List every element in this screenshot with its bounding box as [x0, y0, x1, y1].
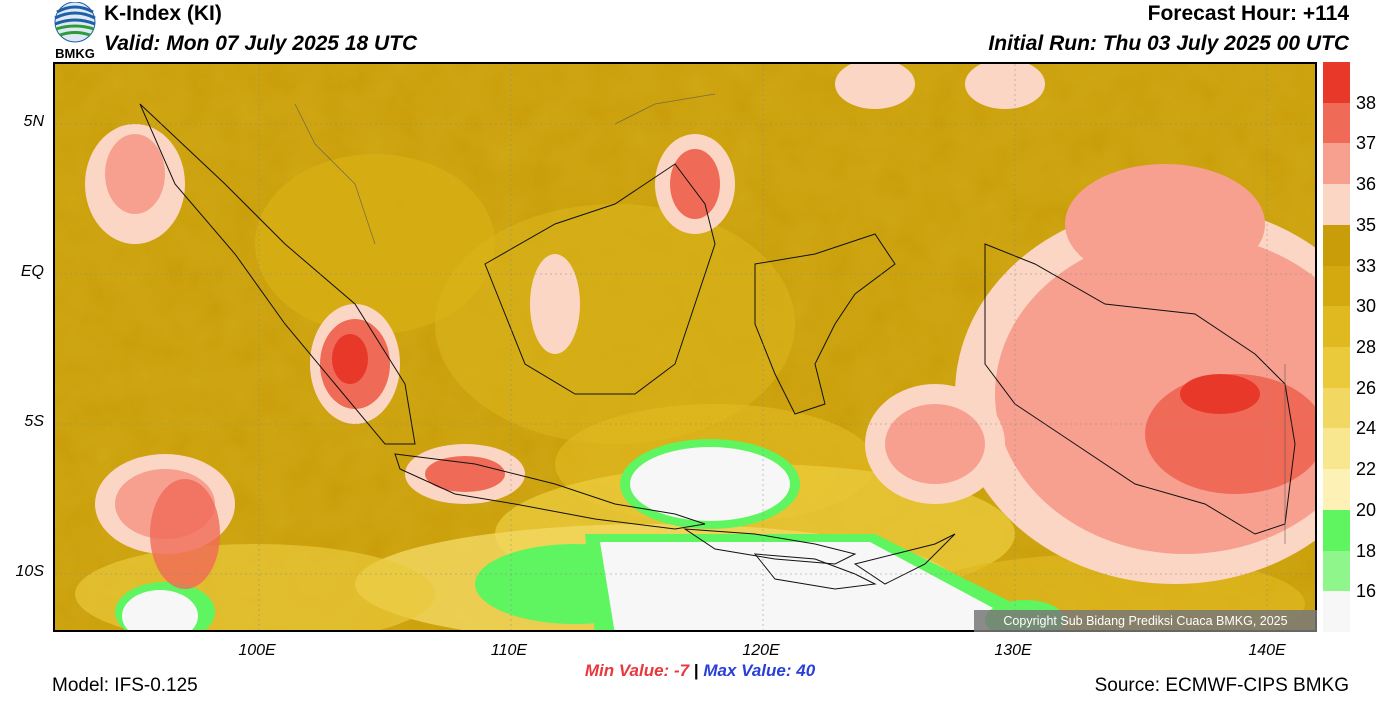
- colorbar-segment: [1323, 184, 1350, 226]
- source-info: Source: ECMWF-CIPS BMKG: [1094, 675, 1349, 696]
- colorbar-segment: [1323, 428, 1350, 470]
- lon-label-120e: 120E: [742, 642, 780, 659]
- colorbar-label: 28: [1356, 337, 1377, 357]
- forecast-hour: Forecast Hour: +114: [1147, 2, 1349, 25]
- colorbar-label: 36: [1356, 174, 1377, 195]
- colorbar-segment: [1323, 550, 1350, 592]
- colorbar-segment: [1323, 469, 1350, 511]
- colorbar-segment: [1323, 591, 1350, 633]
- lon-label-110e: 110E: [490, 642, 528, 659]
- colorbar-segment: [1323, 265, 1350, 307]
- lon-label-140e: 140E: [1248, 642, 1286, 659]
- map-field-svg: [55, 64, 1315, 630]
- colorbar-segment: [1323, 347, 1350, 389]
- colorbar-segment: [1323, 143, 1350, 185]
- colorbar-label: 37: [1356, 133, 1377, 154]
- max-value: 40: [796, 661, 816, 680]
- bmkg-logo: BMKG: [52, 1, 98, 61]
- colorbar-label: 33: [1356, 255, 1377, 276]
- lon-label-100e: 100E: [238, 642, 276, 659]
- colorbar-segment: [1323, 224, 1350, 267]
- lat-label-10s: 10S: [15, 563, 44, 580]
- min-max-values: Min Value: -7 | Max Value: 40: [0, 661, 1400, 681]
- min-value: -7: [673, 661, 690, 680]
- colorbar-segment: [1323, 62, 1350, 104]
- lat-label-5n: 5N: [23, 113, 44, 130]
- svg-text:BMKG: BMKG: [55, 46, 95, 60]
- valid-time: Valid: Mon 07 July 2025 18 UTC: [104, 32, 418, 55]
- initial-run: Initial Run: Thu 03 July 2025 00 UTC: [988, 32, 1349, 55]
- chart-title: K-Index (KI): [104, 2, 222, 25]
- colorbar-label: 24: [1356, 418, 1377, 439]
- colorbar-label: 38: [1356, 92, 1377, 113]
- colorbar-segment: [1323, 387, 1350, 429]
- colorbar-segment: [1323, 102, 1350, 144]
- colorbar-label: 26: [1356, 377, 1377, 398]
- min-value-label: Min Value:: [584, 661, 670, 680]
- colorbar-segment: [1323, 306, 1350, 348]
- colorbar: [1323, 62, 1350, 633]
- lat-label-eq: EQ: [20, 263, 44, 280]
- lon-label-130e: 130E: [994, 642, 1032, 659]
- copyright-notice: Copyright Sub Bidang Prediksi Cuaca BMKG…: [974, 610, 1317, 632]
- colorbar-label: 35: [1356, 214, 1377, 235]
- min-max-separator: |: [693, 661, 699, 680]
- colorbar-label: 20: [1356, 499, 1377, 520]
- colorbar-segment: [1323, 509, 1350, 552]
- model-info: Model: IFS-0.125: [52, 675, 198, 696]
- colorbar-label: 18: [1356, 540, 1377, 561]
- max-value-label: Max Value:: [703, 661, 792, 680]
- colorbar-label: 22: [1356, 459, 1377, 480]
- colorbar-label: 30: [1356, 296, 1377, 317]
- k-index-map: [53, 62, 1317, 632]
- colorbar-label: 16: [1356, 581, 1377, 602]
- lat-label-5s: 5S: [24, 413, 44, 430]
